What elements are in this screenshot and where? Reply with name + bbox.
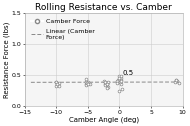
Point — [56, 83, 59, 85]
Point — [106, 87, 109, 89]
X-axis label: Camber Angle (deg): Camber Angle (deg) — [69, 116, 139, 122]
Point — [107, 86, 110, 88]
Point — [54, 81, 57, 83]
Point — [177, 82, 180, 84]
Title: Rolling Resistance vs. Camber: Rolling Resistance vs. Camber — [35, 4, 172, 12]
Legend: Camber Force, Linear (Camber
Force): Camber Force, Linear (Camber Force) — [29, 17, 96, 41]
Point — [174, 79, 177, 81]
Point — [175, 80, 178, 82]
Point — [86, 83, 89, 85]
Point — [117, 75, 120, 77]
Text: 0.5: 0.5 — [123, 70, 134, 76]
Point — [89, 83, 92, 85]
Point — [119, 77, 122, 79]
Point — [117, 90, 120, 92]
Point — [55, 81, 58, 83]
Point — [119, 81, 122, 83]
Point — [116, 80, 119, 82]
Point — [105, 83, 108, 85]
Point — [85, 84, 88, 86]
Point — [57, 85, 60, 87]
Point — [102, 80, 105, 82]
Point — [120, 88, 124, 90]
Point — [55, 83, 59, 85]
Point — [103, 81, 106, 83]
Point — [57, 83, 60, 85]
Point — [87, 81, 90, 83]
Y-axis label: Resistance Force (lbs): Resistance Force (lbs) — [3, 22, 10, 98]
Point — [105, 83, 108, 85]
Point — [173, 81, 177, 83]
Point — [120, 79, 123, 81]
Point — [174, 79, 177, 81]
Point — [116, 82, 119, 84]
Point — [118, 77, 121, 79]
Point — [117, 81, 120, 83]
Point — [85, 83, 88, 85]
Point — [174, 80, 177, 82]
Point — [56, 83, 59, 85]
Point — [106, 81, 109, 83]
Point — [86, 82, 89, 84]
Point — [84, 81, 87, 83]
Point — [84, 78, 87, 80]
Point — [103, 84, 106, 86]
Point — [120, 83, 123, 85]
Point — [104, 83, 107, 85]
Point — [106, 83, 109, 85]
Point — [54, 85, 57, 87]
Point — [120, 80, 123, 82]
Point — [120, 75, 123, 77]
Point — [116, 79, 119, 81]
